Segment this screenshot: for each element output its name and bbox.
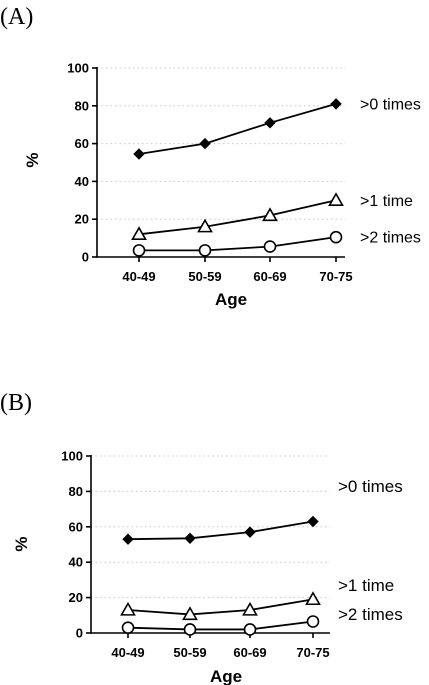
data-point-a-1	[328, 192, 344, 206]
x-tick-label-b: 70-75	[296, 645, 329, 660]
data-point-a-0	[330, 98, 342, 110]
series-label-a-2: >2 times	[360, 230, 421, 247]
data-point-a-0	[133, 148, 145, 160]
data-point-a-2	[198, 244, 212, 257]
series-line-a-0	[138, 103, 337, 155]
y-tick-label-a: 40	[75, 174, 89, 189]
x-tick-label-a: 60-69	[253, 269, 286, 284]
x-tick-label-a: 70-75	[319, 269, 352, 284]
panel-label-b: (B)	[0, 390, 32, 416]
chart-panel-a: (A) % Age 0 20 40 60 80 100 40-49 50-59 60-69 70-…	[0, 4, 421, 309]
data-point-b-2	[243, 623, 257, 636]
data-point-b-2	[121, 621, 135, 634]
series-line-a-1	[138, 199, 337, 236]
data-point-b-2	[183, 623, 197, 636]
x-tick-label-a: 50-59	[188, 269, 221, 284]
x-tick-label-b: 50-59	[173, 645, 206, 660]
x-tick-label-b: 40-49	[111, 645, 144, 660]
x-tick-label-a: 40-49	[122, 269, 155, 284]
y-tick-label-b: 80	[69, 484, 83, 499]
series-label-a-0: >0 times	[360, 96, 421, 113]
y-tick-label-b: 40	[69, 555, 83, 570]
y-tick-label-a: 20	[75, 212, 89, 227]
x-axis-title-b: Age	[210, 667, 242, 685]
data-point-a-0	[264, 117, 276, 129]
series-label-b-1: >1 time	[338, 576, 394, 595]
series-line-b-0	[127, 520, 314, 541]
y-tick-label-a: 80	[75, 98, 89, 113]
y-tick-label-a: 60	[75, 136, 89, 151]
series-label-b-0: >0 times	[338, 477, 403, 496]
y-tick-label-b: 100	[61, 449, 83, 464]
x-axis-title-a: Age	[215, 290, 247, 309]
y-tick-label-b: 0	[76, 626, 83, 641]
data-point-b-0	[184, 532, 196, 545]
data-point-a-1	[262, 207, 278, 222]
data-point-a-0	[199, 137, 211, 150]
data-point-b-1	[305, 591, 321, 606]
series-line-b-1	[127, 598, 314, 616]
data-point-a-1	[197, 218, 213, 233]
data-point-b-2	[306, 615, 320, 628]
y-tick-label-a: 0	[82, 250, 89, 265]
series-line-a-2	[139, 236, 337, 252]
data-point-b-0	[307, 515, 319, 528]
series-label-a-1: >1 time	[360, 193, 413, 210]
data-point-b-1	[120, 601, 136, 616]
data-point-a-2	[132, 244, 146, 257]
x-tick-label-b: 60-69	[233, 645, 266, 660]
panel-label-a: (A)	[0, 4, 33, 30]
y-tick-label-b: 20	[69, 590, 83, 605]
data-point-b-1	[182, 606, 198, 621]
y-axis-title-b: %	[12, 536, 31, 551]
series-line-b-2	[127, 620, 314, 631]
y-axis-title-a: %	[23, 152, 42, 167]
y-tick-label-a: 100	[67, 61, 89, 76]
data-point-b-1	[242, 601, 258, 616]
data-point-b-0	[122, 533, 134, 545]
series-label-b-2: >2 times	[338, 605, 403, 624]
data-point-b-0	[244, 526, 256, 538]
chart-panel-b: (B) % Age 0 20 40 60 80 100 40-49 50-59 60-69 70-…	[0, 390, 403, 685]
y-tick-label-b: 60	[69, 519, 83, 534]
data-point-a-2	[263, 240, 277, 253]
data-point-a-1	[131, 226, 147, 240]
data-point-a-2	[329, 230, 343, 244]
